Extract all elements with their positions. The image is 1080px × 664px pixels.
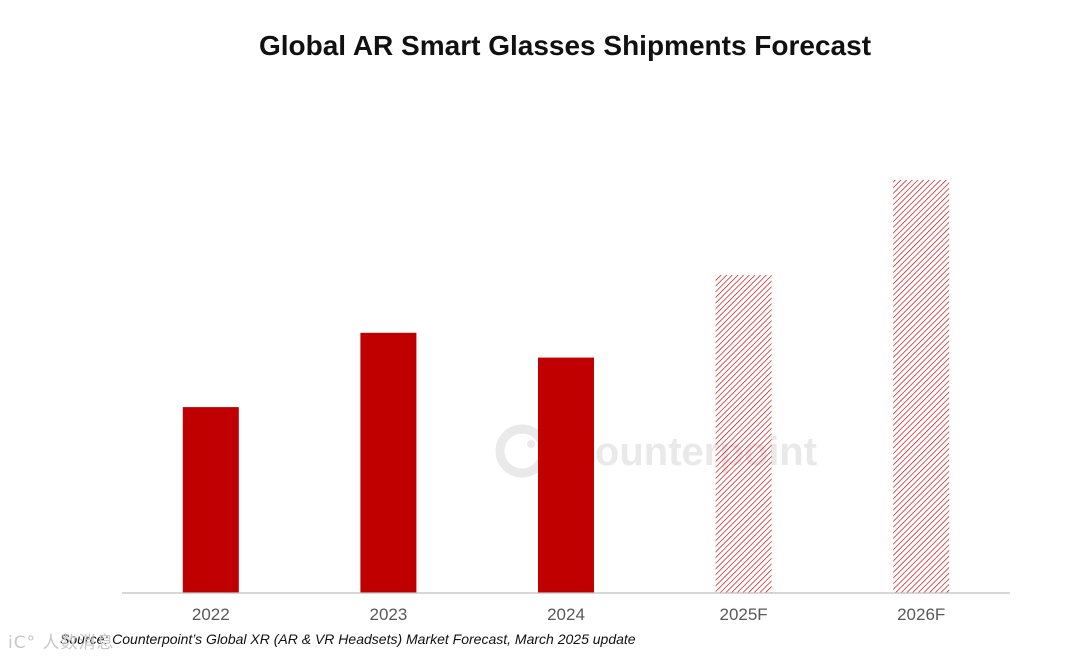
x-tick-label: 2024 <box>547 605 585 624</box>
watermark-brand-text: Counterpoint <box>566 430 817 474</box>
bar-forecast-2026f <box>893 180 950 593</box>
x-tick-label: 2023 <box>369 605 407 624</box>
bar-2023 <box>360 332 417 593</box>
chart-title: Global AR Smart Glasses Shipments Foreca… <box>258 30 872 61</box>
counterpoint-watermark: Counterpoint <box>495 424 817 478</box>
bars-layer <box>182 180 950 593</box>
bar-forecast-2025f <box>715 275 772 593</box>
bar-2022 <box>182 407 239 593</box>
x-tick-label: 2022 <box>192 605 230 624</box>
x-tick-label: 2026F <box>897 605 945 624</box>
corner-watermark: iC° 人数消息 <box>8 633 115 653</box>
source-note: Source: Counterpoint’s Global XR (AR & V… <box>60 631 636 647</box>
x-tick-labels: 2022 2023 2024 2025F 2026F <box>192 605 945 624</box>
x-tick-label: 2025F <box>719 605 767 624</box>
counterpoint-logo-icon <box>495 424 549 478</box>
bar-2024 <box>538 357 594 593</box>
